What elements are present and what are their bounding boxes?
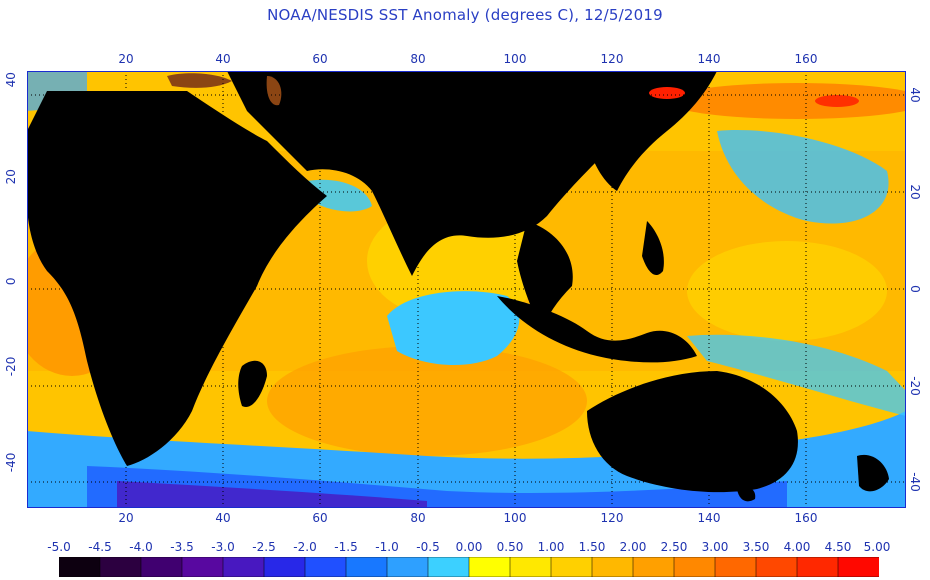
colorbar-swatch <box>386 557 429 577</box>
colorbar-label: 2.50 <box>660 540 688 554</box>
lon-tick-top: 40 <box>215 52 231 66</box>
lat-tick-right: 40 <box>908 87 922 103</box>
colorbar-swatch <box>304 557 347 577</box>
caspian-sea <box>266 76 282 106</box>
africa-landmass <box>27 91 327 466</box>
colorbar-label: 3.50 <box>742 540 770 554</box>
philippines-islands <box>642 221 664 276</box>
lat-tick-left: -40 <box>4 452 18 473</box>
lon-tick-top: 80 <box>410 52 426 66</box>
colorbar-swatch <box>509 557 552 577</box>
lon-tick-bottom: 60 <box>312 511 328 525</box>
colorbar-swatch <box>714 557 757 577</box>
lon-tick-top: 140 <box>697 52 721 66</box>
lat-tick-left: -20 <box>4 356 18 377</box>
lat-tick-right: -40 <box>908 472 922 492</box>
colorbar-swatch <box>468 557 511 577</box>
colorbar-label: 1.00 <box>537 540 565 554</box>
cool-anomaly-arabian <box>307 179 372 212</box>
colorbar-label: -3.5 <box>170 540 194 554</box>
colorbar-label: -5.0 <box>47 540 71 554</box>
colorbar <box>59 557 879 577</box>
colorbar-label: 3.00 <box>701 540 729 554</box>
colorbar-swatch <box>99 557 142 577</box>
colorbar-swatch <box>755 557 798 577</box>
colorbar-swatch <box>181 557 224 577</box>
lat-tick-right: -20 <box>908 376 922 396</box>
colorbar-swatch <box>140 557 183 577</box>
lon-tick-bottom: 160 <box>794 511 818 525</box>
lon-tick-bottom: 80 <box>410 511 426 525</box>
lon-tick-bottom: 140 <box>697 511 721 525</box>
cool-anomaly-deepest <box>117 481 427 508</box>
lat-tick-left: 20 <box>4 169 18 185</box>
colorbar-label: 0.00 <box>455 540 483 554</box>
colorbar-swatch <box>427 557 470 577</box>
hot-spot <box>815 95 859 107</box>
lon-tick-top: 100 <box>503 52 527 66</box>
colorbar-swatch <box>59 557 101 577</box>
lon-tick-bottom: 40 <box>215 511 231 525</box>
colorbar-label: 1.50 <box>578 540 606 554</box>
colorbar-label: -2.5 <box>252 540 276 554</box>
lon-tick-top: 20 <box>118 52 134 66</box>
colorbar-swatch <box>591 557 634 577</box>
lon-tick-bottom: 20 <box>118 511 134 525</box>
new-zealand <box>857 454 889 492</box>
lat-tick-left: 0 <box>4 277 18 286</box>
cool-anomaly-equatorial <box>387 291 520 366</box>
colorbar-swatch <box>263 557 306 577</box>
colorbar-label: -1.0 <box>375 540 399 554</box>
lat-tick-right: 20 <box>908 184 922 200</box>
hot-spot <box>649 87 685 99</box>
colorbar-label: 2.00 <box>619 540 647 554</box>
madagascar <box>238 360 267 407</box>
warm-patch <box>267 346 587 456</box>
tasmania <box>737 486 756 502</box>
indochina-landmass <box>517 221 573 331</box>
warm-patch <box>667 83 906 119</box>
lon-tick-bottom: 100 <box>503 511 527 525</box>
colorbar-swatch <box>796 557 839 577</box>
colorbar-label: -4.0 <box>129 540 153 554</box>
colorbar-swatch <box>550 557 593 577</box>
colorbar-label: -4.5 <box>88 540 112 554</box>
lon-tick-top: 160 <box>794 52 818 66</box>
borneo-sumatra <box>497 296 697 363</box>
neutral-patch <box>687 241 887 341</box>
colorbar-label: -0.5 <box>416 540 440 554</box>
map-grid <box>27 71 906 508</box>
lat-tick-left: 40 <box>4 72 18 88</box>
map-border <box>27 71 906 508</box>
map-title: NOAA/NESDIS SST Anomaly (degrees C), 12/… <box>267 6 663 24</box>
eurasia-landmass <box>227 71 667 276</box>
lon-tick-top: 60 <box>312 52 328 66</box>
sst-anomaly-map <box>27 71 906 508</box>
colorbar-swatch <box>632 557 675 577</box>
lon-tick-top: 120 <box>600 52 624 66</box>
colorbar-label: 4.50 <box>824 540 852 554</box>
colorbar-swatch <box>673 557 716 577</box>
colorbar-label: -3.0 <box>211 540 235 554</box>
colorbar-label: -1.5 <box>334 540 358 554</box>
cool-anomaly-nw-pacific <box>717 130 889 224</box>
colorbar-swatch <box>345 557 388 577</box>
colorbar-label: 0.50 <box>496 540 524 554</box>
colorbar-swatch <box>837 557 879 577</box>
colorbar-label: 5.00 <box>863 540 891 554</box>
map-canvas <box>27 71 906 508</box>
lat-tick-right: 0 <box>908 285 922 293</box>
colorbar-swatch <box>222 557 265 577</box>
colorbar-label: -2.0 <box>293 540 317 554</box>
cool-anomaly-australia-n <box>687 334 906 416</box>
caspian-region <box>167 73 232 88</box>
australia-landmass <box>587 371 798 493</box>
colorbar-label: 4.00 <box>783 540 811 554</box>
lon-tick-bottom: 120 <box>600 511 624 525</box>
east-asia-landmass <box>587 71 717 191</box>
